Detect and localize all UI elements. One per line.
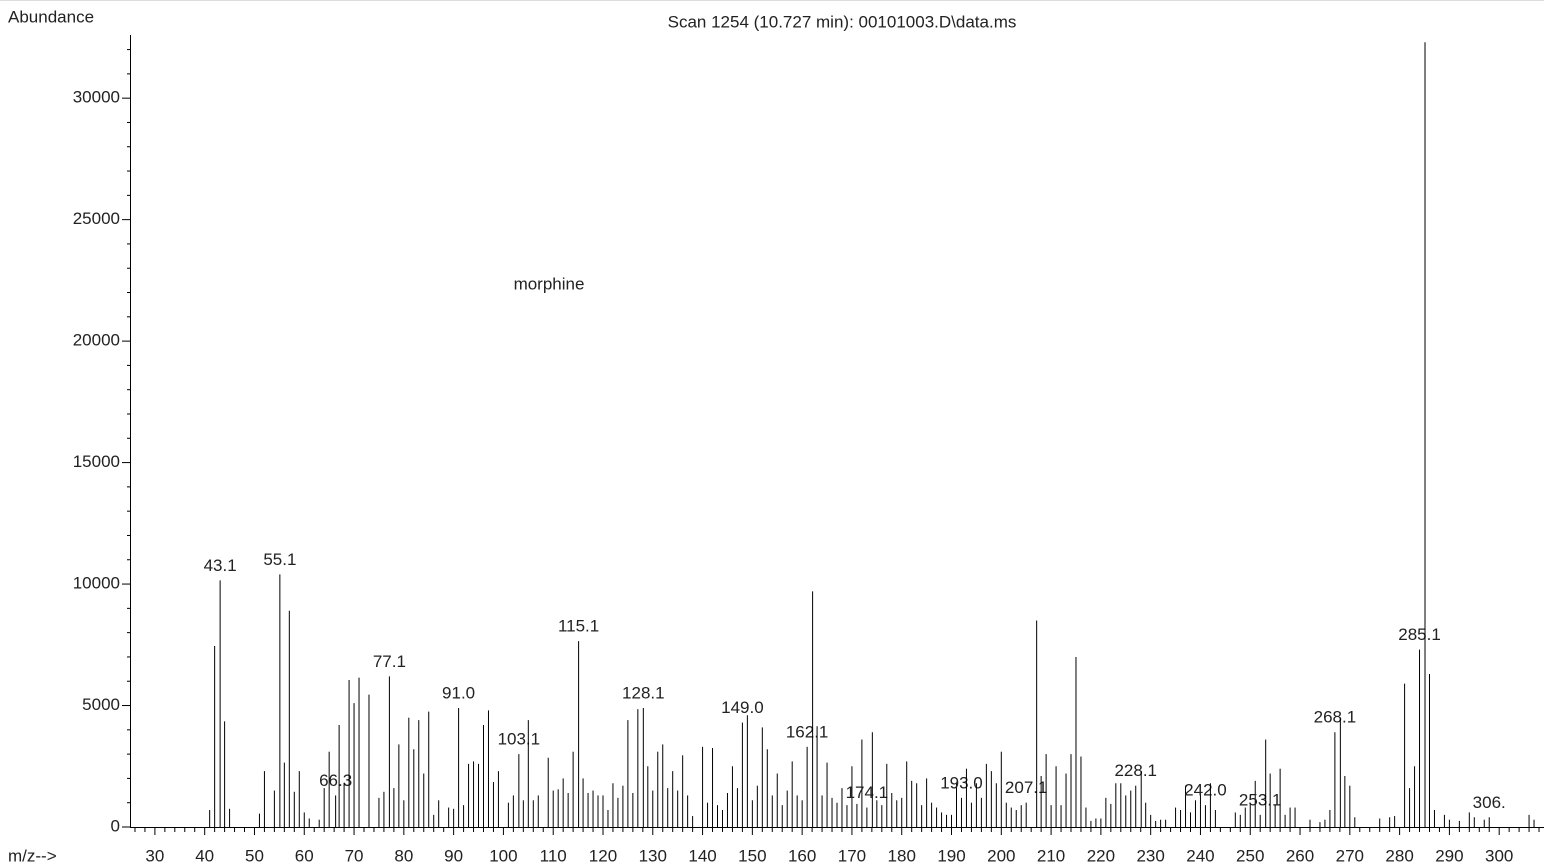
x-tick-label: 200: [987, 846, 1015, 865]
x-tick-label: 150: [738, 846, 766, 865]
peak-label: 174.1: [846, 783, 889, 802]
x-tick-label: 250: [1236, 846, 1264, 865]
chart-title: Scan 1254 (10.727 min): 00101003.D\data.…: [668, 12, 1017, 31]
y-tick-label: 25000: [73, 209, 120, 228]
y-tick-label: 0: [111, 816, 120, 835]
x-tick-label: 90: [444, 846, 463, 865]
peak-label: 128.1: [622, 683, 665, 702]
x-tick-label: 70: [345, 846, 364, 865]
x-tick-label: 190: [937, 846, 965, 865]
x-tick-label: 130: [639, 846, 667, 865]
x-tick-label: 60: [295, 846, 314, 865]
y-tick-label: 15000: [73, 452, 120, 471]
x-tick-label: 300: [1485, 846, 1513, 865]
x-tick-label: 40: [195, 846, 214, 865]
x-axis-label: m/z-->: [8, 846, 57, 865]
peak-label: 43.1: [204, 556, 237, 575]
x-tick-label: 220: [1087, 846, 1115, 865]
x-tick-label: 260: [1286, 846, 1314, 865]
peak-label: 91.0: [442, 683, 475, 702]
x-tick-label: 230: [1136, 846, 1164, 865]
annotation: morphine: [514, 274, 585, 293]
y-tick-label: 20000: [73, 331, 120, 350]
peak-label: 77.1: [373, 652, 406, 671]
x-tick-label: 100: [489, 846, 517, 865]
y-tick-label: 5000: [82, 695, 120, 714]
x-tick-label: 210: [1037, 846, 1065, 865]
x-tick-label: 110: [540, 846, 567, 865]
peak-label: 103.1: [498, 730, 541, 749]
x-tick-label: 160: [788, 846, 816, 865]
peak-label: 268.1: [1314, 708, 1357, 727]
peak-label: 162.1: [786, 722, 829, 741]
x-tick-label: 290: [1435, 846, 1463, 865]
peak-label: 115.1: [558, 617, 599, 636]
x-tick-label: 50: [245, 846, 264, 865]
x-tick-label: 170: [838, 846, 866, 865]
x-tick-label: 180: [888, 846, 916, 865]
peak-label: 66.3: [319, 771, 352, 790]
peak-label: 55.1: [263, 550, 296, 569]
x-tick-label: 80: [394, 846, 413, 865]
peak-label: 285.1: [1398, 625, 1441, 644]
peak-label: 228.1: [1114, 761, 1157, 780]
peak-label: 306.: [1473, 793, 1506, 812]
peak-label: 253.1: [1239, 790, 1282, 809]
peak-label: 242.0: [1184, 781, 1227, 800]
peak-label: 149.0: [721, 698, 764, 717]
y-axis-label: Abundance: [8, 7, 94, 26]
x-tick-label: 240: [1186, 846, 1214, 865]
y-tick-label: 30000: [73, 88, 120, 107]
x-tick-label: 120: [589, 846, 617, 865]
x-tick-label: 270: [1336, 846, 1364, 865]
peak-label: 193.0: [940, 773, 983, 792]
x-tick-label: 280: [1385, 846, 1413, 865]
y-tick-label: 10000: [73, 574, 120, 593]
x-tick-label: 30: [145, 846, 164, 865]
x-tick-label: 140: [688, 846, 716, 865]
